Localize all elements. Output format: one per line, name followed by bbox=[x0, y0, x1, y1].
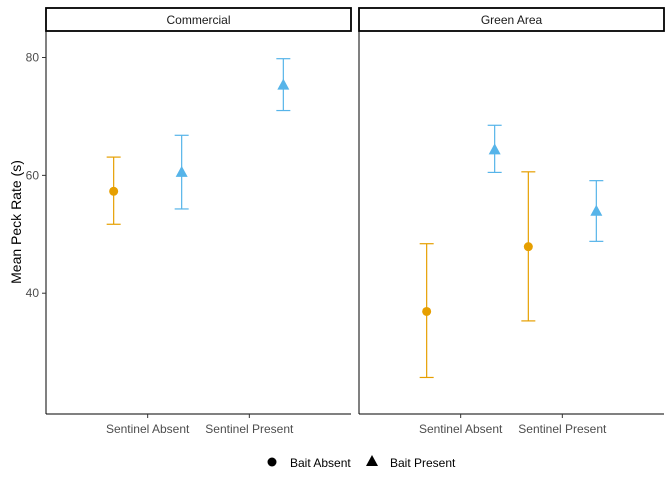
point-bait-present bbox=[488, 143, 501, 155]
y-axis-title: Mean Peck Rate (s) bbox=[8, 160, 24, 284]
point-bait-present bbox=[277, 78, 290, 90]
point-bait-present bbox=[175, 165, 188, 177]
legend-label-bait-present: Bait Present bbox=[390, 456, 456, 470]
facet-panel: Green Area Sentinel Absent Sentinel Presen… bbox=[358, 7, 665, 436]
y-tick-label: 60 bbox=[26, 168, 40, 182]
x-tick-label: Sentinel Present bbox=[518, 422, 607, 436]
y-tick-label: 80 bbox=[26, 51, 40, 65]
x-tick-label: Sentinel Present bbox=[205, 422, 294, 436]
legend-label-bait-absent: Bait Absent bbox=[290, 456, 351, 470]
facet-strip bbox=[358, 7, 665, 32]
facet-panel: Commercial 40 60 80 Sentinel Absent Sentinel … bbox=[26, 7, 352, 436]
legend: Bait Absent Bait Present bbox=[267, 455, 456, 470]
point-bait-absent bbox=[422, 306, 432, 316]
legend-key-bait-absent bbox=[267, 457, 277, 467]
facet-panels: Commercial 40 60 80 Sentinel Absent Sentinel … bbox=[26, 7, 665, 436]
x-tick-label: Sentinel Absent bbox=[419, 422, 503, 436]
y-tick-label: 40 bbox=[26, 286, 40, 300]
facet-strip bbox=[45, 7, 352, 32]
point-bait-absent bbox=[109, 186, 119, 196]
facet-strip-label: Green Area bbox=[481, 13, 543, 27]
x-tick-label: Sentinel Absent bbox=[106, 422, 190, 436]
point-bait-absent bbox=[523, 242, 533, 252]
facet-strip-label: Commercial bbox=[166, 13, 230, 27]
legend-key-bait-present bbox=[366, 455, 378, 466]
point-bait-present bbox=[590, 204, 603, 216]
